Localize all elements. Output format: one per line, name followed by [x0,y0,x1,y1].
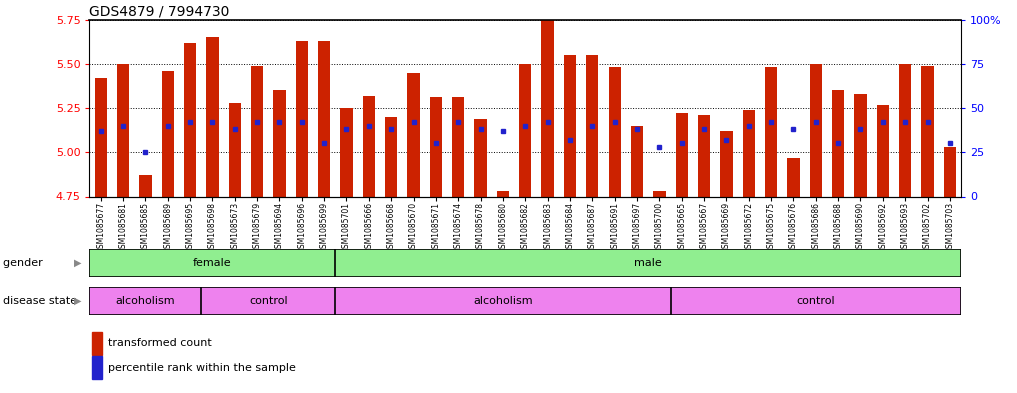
Bar [653,191,665,196]
Bar [296,41,308,196]
Bar [318,41,331,196]
Bar [899,64,911,196]
Bar [229,103,241,196]
Bar [139,175,152,196]
Bar [877,105,889,196]
Bar [408,73,420,196]
Text: GDS4879 / 7994730: GDS4879 / 7994730 [89,4,230,18]
Text: disease state: disease state [3,296,80,306]
Bar [117,64,129,196]
Text: female: female [193,258,232,268]
Bar [475,119,487,196]
Text: control: control [249,296,288,306]
Bar [341,108,353,196]
Text: ▶: ▶ [74,258,81,268]
Bar [92,356,102,379]
Bar [92,332,102,354]
Bar [89,249,336,277]
Bar [385,117,398,196]
Bar [854,94,866,196]
Bar [201,287,336,315]
Text: percentile rank within the sample: percentile rank within the sample [108,363,296,373]
Bar [742,110,755,196]
Bar [944,147,956,196]
Bar [363,95,375,196]
Text: transformed count: transformed count [108,338,212,349]
Bar [251,66,263,196]
Text: male: male [635,258,662,268]
Bar [453,97,465,196]
Bar [720,131,732,196]
Bar [336,249,961,277]
Bar [921,66,934,196]
Text: alcoholism: alcoholism [473,296,533,306]
Bar [608,67,620,196]
Bar [765,67,777,196]
Text: ▶: ▶ [74,296,81,306]
Bar [675,114,687,196]
Bar [519,64,532,196]
Bar [586,55,598,196]
Bar [430,97,442,196]
Bar [563,55,576,196]
Bar [206,37,219,197]
Bar [496,191,510,196]
Text: alcoholism: alcoholism [116,296,175,306]
Bar [787,158,799,196]
Bar [670,287,961,315]
Bar [698,115,710,196]
Bar [541,11,554,196]
Bar [336,287,670,315]
Bar [631,126,643,196]
Bar [95,78,107,196]
Bar [162,71,174,196]
Bar [274,90,286,196]
Bar [810,64,822,196]
Text: gender: gender [3,258,47,268]
Bar [184,42,196,196]
Bar [89,287,201,315]
Bar [832,90,844,196]
Text: control: control [796,296,835,306]
